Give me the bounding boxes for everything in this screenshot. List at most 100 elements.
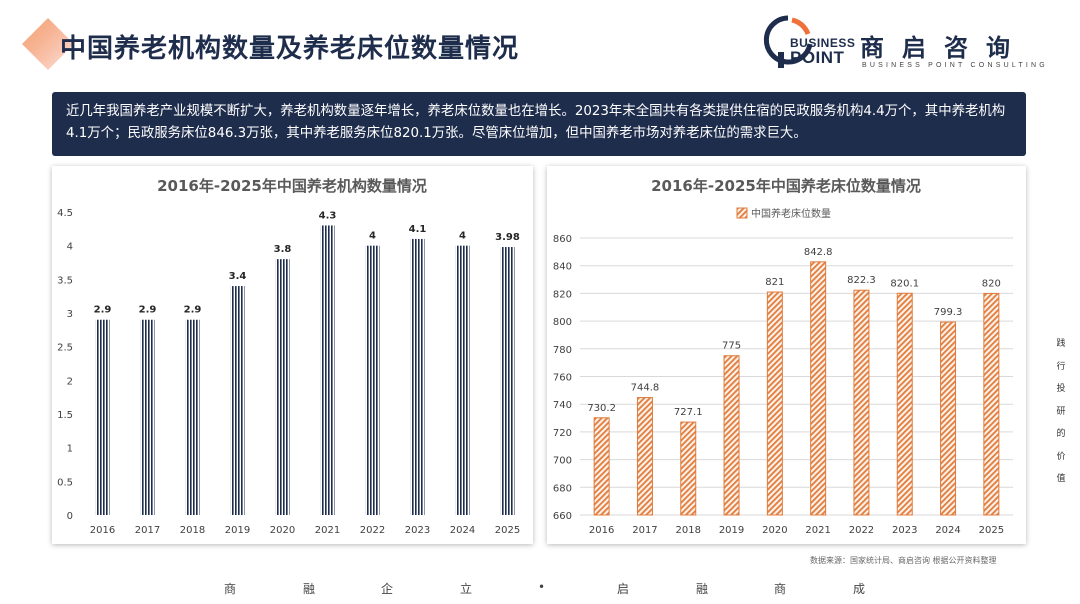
footer-char: 企 xyxy=(381,582,394,596)
y-tick-label: 1.5 xyxy=(57,410,73,421)
bar-2025 xyxy=(983,292,1000,516)
logo-subtitle: BUSINESS POINT CONSULTING xyxy=(862,62,1048,69)
bar-2018 xyxy=(185,319,200,515)
y-tick-label: 740 xyxy=(553,400,572,411)
y-tick-label: 1 xyxy=(67,444,73,455)
data-label: 820.1 xyxy=(890,278,919,289)
bar-2024 xyxy=(940,321,957,516)
side-char: 行 xyxy=(1056,361,1066,372)
y-tick-label: 2.5 xyxy=(57,343,73,354)
x-tick-label: 2023 xyxy=(405,525,430,536)
x-tick-label: 2025 xyxy=(979,525,1004,536)
x-tick-label: 2016 xyxy=(589,525,614,536)
side-char: 研 xyxy=(1056,406,1066,417)
side-char: 践 xyxy=(1056,339,1066,349)
y-tick-label: 760 xyxy=(553,373,572,384)
bar-2019 xyxy=(230,286,245,515)
beds-chart-panel: 2016年-2025年中国养老床位数量情况 中国养老床位数量 660 680 700… xyxy=(547,166,1026,544)
logo-english-line2: POINT xyxy=(790,48,845,67)
legend-swatch xyxy=(736,207,748,219)
logo-chinese-name: 商启咨询 xyxy=(860,34,1028,62)
data-label: 4.1 xyxy=(409,224,427,235)
y-tick-label: 3.5 xyxy=(57,275,73,286)
x-tick-label: 2017 xyxy=(632,525,657,536)
y-tick-label: 0.5 xyxy=(57,477,73,488)
data-label: 3.8 xyxy=(274,244,292,255)
bar-2018 xyxy=(680,421,697,516)
data-label: 730.2 xyxy=(587,403,616,414)
data-label: 4.3 xyxy=(319,210,337,221)
data-label: 822.3 xyxy=(847,275,876,286)
y-tick-label: 660 xyxy=(553,511,572,522)
x-tick-label: 2018 xyxy=(676,525,701,536)
bar-2021 xyxy=(810,261,827,516)
logo-english-line1: BUSINESS xyxy=(790,36,856,50)
x-tick-label: 2024 xyxy=(935,525,960,536)
footer-char: 立 xyxy=(460,582,473,596)
y-tick-label: 860 xyxy=(553,234,572,245)
footer-char: 商 xyxy=(224,582,237,596)
bar-2025 xyxy=(500,247,515,515)
x-tick-label: 2024 xyxy=(450,525,475,536)
y-tick-label: 780 xyxy=(553,345,572,356)
y-tick-label: 800 xyxy=(553,317,572,328)
x-tick-label: 2016 xyxy=(90,525,115,536)
data-label: 820 xyxy=(982,278,1001,289)
data-label: 2.9 xyxy=(139,305,157,316)
brand-logo: BUSINESS POINT 商启咨询 BUSINESS POINT CONSU… xyxy=(762,14,1062,72)
x-tick-label: 2022 xyxy=(360,525,385,536)
chart-title: 2016年-2025年中国养老机构数量情况 xyxy=(157,177,427,195)
data-label: 4 xyxy=(369,231,376,242)
y-tick-label: 4 xyxy=(67,242,73,253)
x-tick-label: 2017 xyxy=(135,525,160,536)
side-char: 的 xyxy=(1056,429,1066,439)
data-label: 775 xyxy=(722,341,741,352)
x-tick-label: 2019 xyxy=(719,525,744,536)
data-label: 821 xyxy=(765,277,784,288)
data-label: 4 xyxy=(459,231,466,242)
side-char: 价 xyxy=(1056,451,1066,462)
bar-2019 xyxy=(723,355,740,516)
x-tick-label: 2019 xyxy=(225,525,250,536)
y-tick-label: 700 xyxy=(553,456,572,467)
bar-2017 xyxy=(636,397,653,516)
data-source-note: 数据来源：国家统计局、商启咨询 根据公开资料整理 xyxy=(810,556,997,565)
bar-2016 xyxy=(593,417,610,516)
footer-char: 成 xyxy=(853,582,866,596)
x-tick-label: 2025 xyxy=(495,525,520,536)
y-tick-label: 820 xyxy=(553,289,572,300)
footer-slogan: 商 融 企 立 • 启 融 商 成 xyxy=(0,580,1080,600)
data-label: 727.1 xyxy=(674,407,703,418)
data-label: 2.9 xyxy=(94,305,112,316)
data-label: 842.8 xyxy=(804,247,833,258)
side-char: 值 xyxy=(1056,474,1066,484)
footer-char: 融 xyxy=(696,582,709,596)
x-tick-label: 2021 xyxy=(315,525,340,536)
bar-2021 xyxy=(320,225,335,515)
page-title: 中国养老机构数量及养老床位数量情况 xyxy=(60,34,520,64)
side-slogan: 践行投研的价值 xyxy=(1054,336,1068,494)
x-tick-label: 2020 xyxy=(762,525,787,536)
bar-2020 xyxy=(275,259,290,515)
bar-2023 xyxy=(896,292,913,516)
data-label: 3.98 xyxy=(495,232,520,243)
footer-char: 融 xyxy=(303,582,316,596)
data-label: 799.3 xyxy=(934,307,963,318)
x-tick-label: 2022 xyxy=(849,525,874,536)
bar-2023 xyxy=(410,238,425,515)
side-char: 投 xyxy=(1056,384,1066,394)
x-tick-label: 2020 xyxy=(270,525,295,536)
summary-text: 近几年我国养老产业规模不断扩大，养老机构数量逐年增长，养老床位数量也在增长。20… xyxy=(52,92,1026,156)
data-label: 3.4 xyxy=(229,271,247,282)
bar-2024 xyxy=(455,245,470,515)
x-tick-label: 2023 xyxy=(892,525,917,536)
x-tick-label: 2018 xyxy=(180,525,205,536)
x-tick-label: 2021 xyxy=(805,525,830,536)
y-tick-label: 0 xyxy=(67,511,73,522)
bar-2016 xyxy=(95,319,110,515)
y-tick-label: 720 xyxy=(553,428,572,439)
beds-bar-chart: 2016年-2025年中国养老床位数量情况 中国养老床位数量 660 680 700… xyxy=(553,177,1013,536)
footer-char: 商 xyxy=(774,582,787,596)
bar-2022 xyxy=(365,245,380,515)
bar-2017 xyxy=(140,319,155,515)
